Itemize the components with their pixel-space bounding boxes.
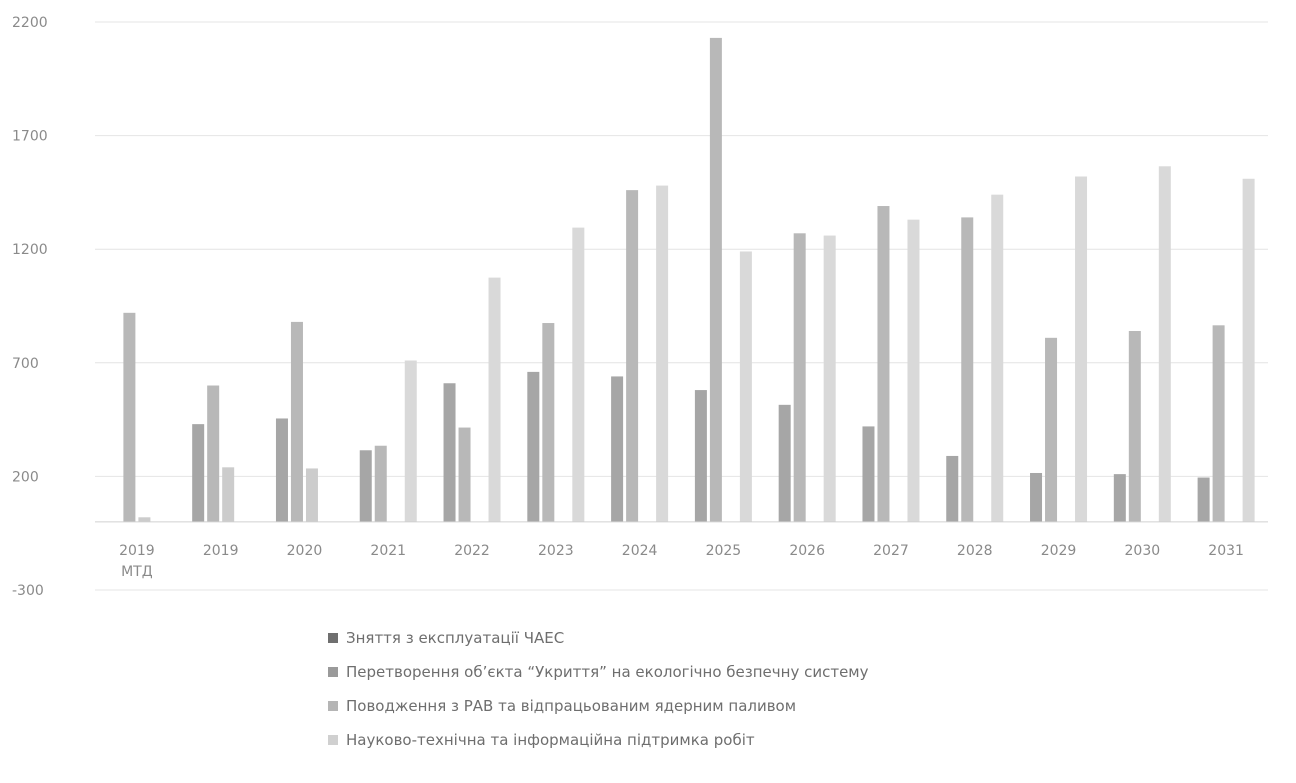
bar-support-8 — [823, 235, 836, 522]
bar-shelter-4 — [458, 427, 471, 522]
x-tick-label: МТД — [121, 564, 153, 580]
legend-swatch-radwaste — [328, 701, 338, 711]
x-tick-label: 2019 — [119, 543, 155, 559]
bar-radwaste-1 — [222, 467, 235, 522]
bar-shelter-3 — [374, 445, 387, 522]
bar-shelter-5 — [542, 323, 555, 522]
legend-item-radwaste: Поводження з РАВ та відпрацьованим ядерн… — [328, 689, 1088, 723]
bar-shelter-10 — [961, 217, 974, 522]
x-tick-label: 2028 — [957, 543, 993, 559]
bar-support-10 — [991, 194, 1004, 522]
bar-radwaste-2 — [305, 468, 318, 522]
x-tick-label: 2021 — [370, 543, 406, 559]
y-tick-label: 200 — [12, 469, 39, 485]
bar-decommissioning-3 — [359, 450, 372, 522]
bar-support-7 — [739, 251, 752, 522]
legend-label-support: Науково-технічна та інформаційна підтрим… — [346, 731, 755, 749]
legend: Зняття з експлуатації ЧАЕС Перетворення … — [328, 621, 1088, 757]
bar-shelter-6 — [626, 190, 639, 522]
bar-shelter-0 — [123, 312, 136, 522]
bar-decommissioning-2 — [275, 418, 288, 522]
bar-shelter-1 — [207, 385, 220, 522]
x-tick-label: 2024 — [622, 543, 658, 559]
bar-support-11 — [1075, 176, 1088, 522]
y-tick-label: 1700 — [12, 129, 48, 145]
x-tick-label: 2023 — [538, 543, 574, 559]
legend-swatch-decommissioning — [328, 633, 338, 643]
bar-radwaste-0 — [138, 517, 151, 522]
bar-support-5 — [572, 227, 585, 522]
bar-support-12 — [1158, 166, 1171, 522]
bar-decommissioning-11 — [1030, 472, 1043, 522]
legend-item-decommissioning: Зняття з експлуатації ЧАЕС — [328, 621, 1088, 655]
x-axis-ticks: 2019 МТД 2019 2020 2021 2022 2023 2024 2025 2026 2… — [119, 543, 1244, 580]
bar-decommissioning-8 — [778, 404, 791, 522]
x-tick-label: 2025 — [706, 543, 742, 559]
x-tick-label: 2030 — [1125, 543, 1161, 559]
bar-decommissioning-4 — [443, 383, 456, 522]
y-axis-ticks: 2200 1700 1200 700 200 -300 — [12, 15, 48, 599]
bar-decommissioning-5 — [527, 371, 540, 522]
bar-decommissioning-1 — [192, 424, 205, 522]
bar-decommissioning-13 — [1197, 477, 1210, 522]
bar-support-13 — [1242, 178, 1255, 522]
bar-shelter-12 — [1128, 330, 1141, 522]
bar-decommissioning-9 — [862, 426, 875, 522]
bar-support-9 — [907, 219, 920, 522]
legend-swatch-support — [328, 735, 338, 745]
bar-decommissioning-7 — [694, 390, 707, 522]
bar-decommissioning-6 — [611, 376, 624, 522]
y-tick-label: 1200 — [12, 242, 48, 258]
y-tick-label: -300 — [12, 583, 44, 599]
bar-shelter-11 — [1045, 337, 1058, 522]
legend-label-shelter: Перетворення об’єкта “Укриття” на еколог… — [346, 663, 869, 681]
x-tick-label: 2026 — [789, 543, 825, 559]
bar-shelter-9 — [877, 206, 890, 522]
bar-support-3 — [404, 360, 417, 522]
legend-item-support: Науково-технічна та інформаційна підтрим… — [328, 723, 1088, 757]
bar-support-4 — [488, 277, 501, 522]
x-tick-label: 2019 — [203, 543, 239, 559]
bar-shelter-8 — [793, 233, 806, 522]
x-tick-label: 2022 — [454, 543, 490, 559]
bar-decommissioning-10 — [946, 455, 959, 522]
bar-decommissioning-12 — [1113, 474, 1126, 522]
legend-label-decommissioning: Зняття з експлуатації ЧАЕС — [346, 629, 565, 647]
x-tick-label: 2027 — [873, 543, 909, 559]
bar-shelter-7 — [709, 37, 722, 522]
legend-item-shelter: Перетворення об’єкта “Укриття” на еколог… — [328, 655, 1088, 689]
y-tick-label: 700 — [12, 356, 39, 372]
x-tick-label: 2029 — [1041, 543, 1077, 559]
bars — [123, 37, 1255, 522]
y-tick-label: 2200 — [12, 15, 48, 31]
gridlines — [95, 21, 1268, 591]
bar-support-6 — [656, 185, 669, 522]
x-tick-label: 2031 — [1208, 543, 1244, 559]
bar-shelter-13 — [1212, 325, 1225, 522]
x-tick-label: 2020 — [287, 543, 323, 559]
legend-swatch-shelter — [328, 667, 338, 677]
bar-shelter-2 — [290, 321, 303, 522]
legend-label-radwaste: Поводження з РАВ та відпрацьованим ядерн… — [346, 697, 797, 715]
